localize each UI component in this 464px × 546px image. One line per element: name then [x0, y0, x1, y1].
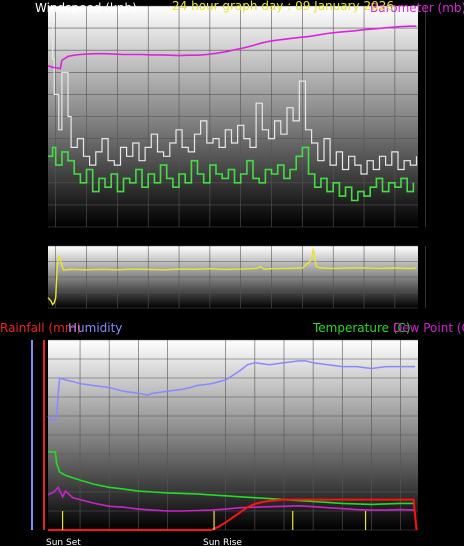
sunrise-label: Sun Rise — [203, 538, 242, 546]
rain-humidity-temperature-chart: Rainfall (mm) Humidity Temperature (C) D… — [0, 321, 464, 546]
dew-point-line — [47, 485, 416, 512]
wind-barometer-chart: Windspeed (kph) Barometer (mb) 24 hour g… — [35, 0, 464, 228]
rain-series — [47, 360, 418, 531]
wind-series — [47, 23, 418, 202]
humidity-axis-label: Humidity — [68, 321, 122, 335]
rainfall-axis-label: Rainfall (mm) — [0, 321, 81, 335]
chart-title: 24 hour graph day : 09 January 2026 — [172, 0, 394, 13]
dew-point-axis-label: Dew Point (C) — [393, 321, 464, 335]
wind-grid — [48, 5, 427, 228]
wind-average-line — [48, 146, 415, 202]
barometer-axis-label: Barometer (mb) — [370, 1, 464, 15]
wind-direction-line — [47, 248, 417, 306]
temperature-axis-label: Temperature (C) — [312, 321, 411, 335]
rainfall-line — [48, 498, 418, 531]
wind-direction-chart — [47, 245, 427, 309]
sunset-label: Sun Set — [46, 538, 81, 546]
direction-grid — [48, 245, 427, 309]
barometer-line — [47, 25, 417, 70]
wind-gust-line — [48, 23, 418, 175]
rain-grid — [48, 339, 418, 531]
humidity-line — [47, 360, 416, 423]
direction-series — [47, 248, 417, 306]
temperature-line — [47, 450, 416, 506]
windspeed-axis-label: Windspeed (kph) — [35, 1, 137, 15]
